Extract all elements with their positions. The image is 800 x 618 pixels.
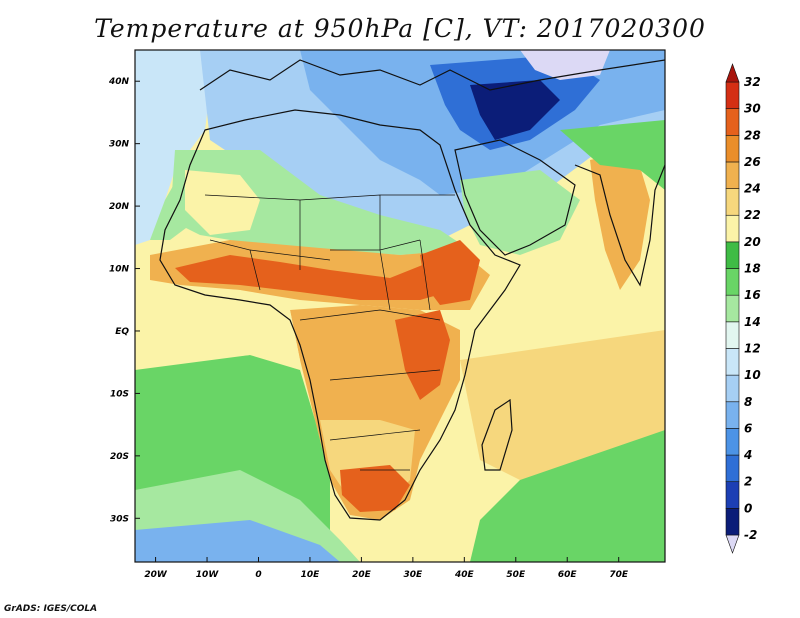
- lat-tick-label-3: 10N: [109, 265, 130, 275]
- india-field: [590, 150, 650, 290]
- map-title: Temperature at 950hPa [C], VT: 201702030…: [94, 14, 706, 43]
- lon-tick-label-7: 50E: [506, 570, 526, 580]
- lat-tick-label-4: EQ: [115, 327, 129, 337]
- europe-coastline: [199, 59, 665, 91]
- south-africa-hot-field: [340, 465, 410, 512]
- colorbar-label-11: 20: [744, 235, 761, 249]
- colorbar-label-1: 0: [744, 501, 752, 515]
- lat-tick-label-7: 30S: [110, 514, 129, 524]
- colorbar-swatch-14: [725, 161, 740, 189]
- colorbar-swatch-5: [725, 401, 740, 429]
- north-atlantic-field: [135, 50, 215, 245]
- colorbar-label-17: 32: [744, 75, 761, 89]
- colorbar-swatch-15: [725, 134, 740, 163]
- colorbar-swatch-18: [725, 63, 740, 83]
- colorbar-swatch-2: [725, 481, 740, 509]
- lat-tick-label-1: 30N: [109, 140, 130, 150]
- colorbar-label-9: 16: [744, 288, 761, 302]
- west-sahara-warm-field: [185, 170, 260, 235]
- ethiopia-hot-field: [420, 240, 480, 305]
- south-indian-green-field: [470, 430, 665, 562]
- colorbar-swatch-3: [725, 454, 740, 483]
- colorbar-swatch-0: [725, 534, 740, 554]
- colorbar-swatch-6: [725, 374, 740, 403]
- colorbar-label-10: 18: [744, 262, 761, 276]
- lon-tick-label-5: 30E: [404, 570, 424, 580]
- colorbar-swatch-13: [725, 188, 740, 216]
- lon-tick-label-6: 40E: [454, 570, 475, 580]
- lat-tick-label-2: 20N: [109, 202, 130, 212]
- colorbar-swatch-10: [725, 268, 740, 296]
- country-borders: [204, 194, 455, 471]
- lon-tick-label-0: 20W: [144, 570, 168, 580]
- map-axes: 20W 10W 0 10E 20E 30E 40E 50E 60E 70E 40N 30N 20N 10N…: [108, 77, 629, 580]
- lat-tick-label-5: 10S: [110, 389, 129, 399]
- lon-tick-label-2: 0: [255, 570, 261, 580]
- colorbar-label-8: 14: [744, 315, 761, 329]
- southern-ocean-cool-field: [135, 520, 340, 562]
- colorbar-label-2: 2: [744, 475, 752, 489]
- lon-tick-label-9: 70E: [609, 570, 629, 580]
- lon-tick-label-4: 20E: [352, 570, 372, 580]
- colorbar-label-6: 10: [744, 368, 761, 382]
- colorbar-label-12: 22: [744, 208, 761, 222]
- great-lakes-hot-field: [395, 310, 450, 400]
- anatolia-freezing-field: [470, 80, 560, 140]
- sahel-hot-field: [175, 255, 460, 300]
- lat-tick-label-6: 20S: [110, 452, 129, 462]
- colorbar-swatch-17: [725, 81, 740, 109]
- africa-coastline: [159, 109, 521, 521]
- lon-tick-label-3: 10E: [301, 570, 321, 580]
- colorbar-label-7: 12: [744, 341, 761, 355]
- colorbar-label-16: 30: [744, 102, 761, 116]
- colorbar-label-0: -2: [744, 528, 757, 542]
- indian-ocean-warm-field: [460, 330, 665, 480]
- colorbar-swatch-16: [725, 108, 740, 136]
- lon-tick-label-8: 60E: [558, 570, 578, 580]
- grads-credit: GrADS: IGES/COLA: [4, 604, 98, 614]
- colorbar-swatch-9: [725, 294, 740, 323]
- colorbar-label-4: 6: [744, 421, 752, 435]
- india-coastline: [574, 164, 665, 287]
- arabia-coastline: [454, 139, 576, 256]
- colorbar-swatch-8: [725, 321, 740, 349]
- central-asia-field: [560, 120, 665, 190]
- lon-tick-label-1: 10W: [196, 570, 220, 580]
- colorbar-swatch-1: [725, 508, 740, 536]
- colorbar-label-3: 4: [743, 448, 752, 462]
- plot-frame: [134, 49, 666, 563]
- colorbar-swatch-11: [725, 241, 740, 269]
- colorbar-label-13: 24: [744, 182, 761, 196]
- colorbar-label-5: 8: [744, 395, 752, 409]
- lat-tick-label-0: 40N: [108, 77, 130, 87]
- colorbar-swatch-4: [725, 428, 740, 456]
- colorbar-swatch-12: [725, 214, 740, 243]
- colorbar-swatch-7: [725, 348, 740, 376]
- texture-overlay: [135, 50, 665, 562]
- colorbar-label-15: 28: [744, 128, 761, 142]
- gulf-of-guinea-field: [135, 285, 300, 365]
- colorbar-label-14: 26: [744, 155, 761, 169]
- madagascar-coastline: [481, 398, 513, 471]
